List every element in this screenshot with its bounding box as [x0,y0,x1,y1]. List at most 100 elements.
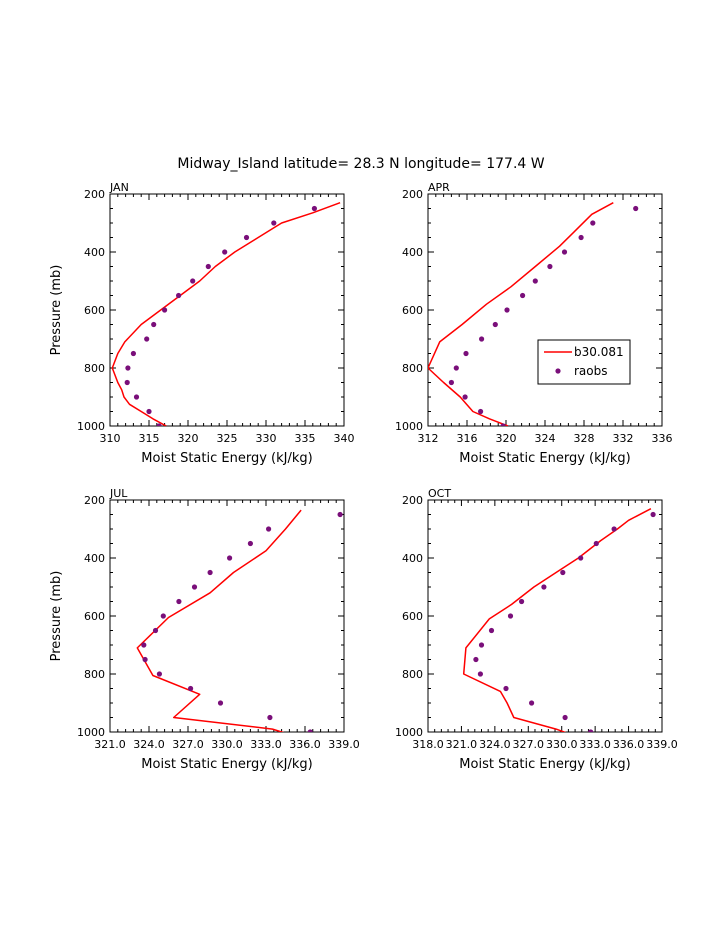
model-line [136,509,302,732]
y-axis-label: Pressure (mb) [49,571,64,662]
obs-point [266,526,272,532]
obs-point [578,555,584,561]
obs-point [532,278,538,284]
obs-point [462,394,468,400]
obs-point [477,671,483,677]
obs-point [448,379,454,386]
x-tick-label: 327.0 [172,738,204,751]
y-tick-label: 1000 [395,726,423,739]
obs-point [191,584,198,590]
obs-point [453,365,459,371]
y-tick-label: 200 [402,188,423,201]
legend-box [537,339,631,385]
obs-point [473,656,479,663]
obs-point [633,205,639,212]
obs-point [130,350,136,357]
x-tick-label: 310 [100,432,121,445]
obs-point [520,292,526,299]
plot-frame [109,499,345,733]
x-tick-label: 330.0 [211,738,243,751]
panel-oct: OCT 318.0 321.0 324.0 327.0 330.0 333.0 336.0 33… [395,487,678,772]
x-axis-label: Moist Static Energy (kJ/kg) [141,757,312,772]
y-tick-label: 400 [402,552,423,565]
obs-point [142,656,148,663]
obs-point [176,598,182,605]
obs-point [503,685,509,692]
x-tick-label: 312 [418,432,439,445]
plot-area [462,508,656,732]
obs-point [133,394,140,400]
y-tick-label: 600 [84,304,105,317]
x-tick-label: 315 [139,432,160,445]
x-tick-label: 340 [334,432,355,445]
obs-point [247,540,253,547]
obs-point [504,307,510,313]
y-tick-label: 200 [84,188,105,201]
obs-point [479,336,485,342]
y-tick-label: 800 [402,362,423,375]
obs-point [144,336,150,342]
y-tick-label: 800 [402,668,423,681]
obs-point [188,685,194,692]
x-tick-label: 324.0 [479,738,511,751]
y-tick-label: 400 [402,246,423,259]
obs-point [162,307,168,313]
x-tick-label: 318.0 [412,738,444,751]
panels: JAN 310 315 320 325 330 335 340 200 400 600 800 1000… [49,181,678,772]
x-tick-label: 327.0 [513,738,545,751]
panel-title: OCT [428,487,451,500]
x-tick-label: 325 [217,432,238,445]
obs-point [267,714,273,721]
y-tick-label: 1000 [77,420,105,433]
obs-point [463,350,469,357]
obs-point [156,671,162,677]
obs-point [611,526,617,532]
obs-point [519,598,525,605]
x-tick-label: 335 [295,432,316,445]
plot-frame [427,193,663,427]
model-line [111,201,341,426]
obs-point [207,569,213,576]
obs-point [529,700,535,706]
obs-point [478,642,485,648]
x-tick-label: 316 [457,432,478,445]
obs-point [492,321,498,328]
x-tick-label: 336.0 [289,738,321,751]
obs-point [151,321,157,328]
panel-title: JUL [109,487,128,500]
x-tick-label: 321.0 [94,738,126,751]
obs-point [560,569,566,576]
obs-point [541,584,547,590]
obs-point [124,379,130,386]
obs-point [590,220,596,226]
obs-point [160,613,166,619]
obs-point [311,205,317,212]
panel-title: APR [428,181,450,194]
y-tick-label: 600 [402,304,423,317]
obs-point [146,408,152,415]
plot-area [428,202,639,426]
figure-title: Midway_Island latitude= 28.3 N longitude… [177,156,544,172]
obs-point [156,423,162,426]
y-tick-label: 400 [84,246,105,259]
x-tick-label: 324.0 [133,738,165,751]
obs-point [561,249,568,255]
obs-point [307,729,313,732]
panel-jul: JUL 321.0 324.0 327.0 330.0 333.0 336.0 339.0 20… [49,487,360,772]
panel-title: JAN [109,181,129,194]
plot-area [136,509,343,732]
obs-point [227,555,233,561]
plot-frame [109,193,345,427]
y-tick-label: 800 [84,362,105,375]
model-line [462,508,652,732]
x-tick-label: 330 [256,432,277,445]
obs-point [507,613,514,619]
x-tick-label: 339.0 [646,738,678,751]
x-tick-label: 321.0 [446,738,478,751]
y-axis-label: Pressure (mb) [49,265,64,356]
legend-obs-swatch [555,368,561,374]
x-tick-label: 336 [652,432,673,445]
obs-point [593,540,599,547]
x-tick-label: 339.0 [328,738,360,751]
x-tick-label: 333.0 [579,738,611,751]
